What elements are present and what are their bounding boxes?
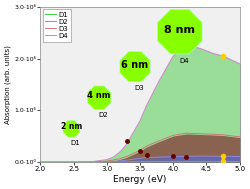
D3 [212,133,214,135]
Text: D3: D3 [134,85,144,91]
D1 [185,160,188,163]
Text: 8 nm: 8 nm [164,25,195,35]
D1 [39,161,42,163]
Line: D1: D1 [40,161,239,162]
D4 [198,47,201,49]
X-axis label: Energy (eV): Energy (eV) [113,175,167,184]
D3 [238,136,241,138]
Text: D4: D4 [179,58,189,64]
D3 [145,145,148,147]
Line: D3: D3 [40,133,239,162]
D2 [105,161,108,163]
D3 [66,161,68,163]
D4 [125,143,128,145]
Legend: D1, D2, D3, D4: D1, D2, D3, D4 [42,9,71,42]
D3 [158,139,162,142]
D3 [125,155,128,158]
D4 [39,161,42,163]
D4 [112,156,115,158]
D2 [39,161,42,163]
D1 [138,160,141,163]
D1 [145,160,148,163]
Polygon shape [63,120,80,137]
D3 [185,132,188,134]
D2 [212,155,214,157]
Text: D2: D2 [98,112,108,119]
D2 [198,155,201,157]
D1 [238,160,241,163]
D1 [79,161,82,163]
D4 [92,160,95,163]
D1 [212,160,214,163]
D3 [112,159,115,161]
D3 [79,161,82,163]
D2 [145,156,148,159]
D4 [185,45,188,47]
D1 [198,160,201,163]
D3 [39,161,42,163]
D3 [198,132,201,135]
D1 [105,161,108,163]
D4 [222,55,224,57]
D1 [92,161,95,163]
Polygon shape [120,52,150,82]
D4 [105,158,108,161]
D4 [66,161,68,163]
D1 [172,160,175,163]
D2 [222,155,224,157]
Text: D1: D1 [70,140,80,146]
D4 [172,55,175,57]
D2 [112,160,115,163]
D3 [222,134,224,136]
D4 [145,104,148,106]
D4 [212,52,214,55]
D1 [66,161,68,163]
D4 [118,151,122,153]
Line: D2: D2 [40,156,239,162]
D1 [118,161,122,163]
Polygon shape [88,86,111,109]
Text: 6 nm: 6 nm [122,60,148,70]
D4 [79,161,82,163]
D4 [158,78,162,81]
D3 [138,149,141,151]
D3 [92,161,95,163]
D3 [118,157,122,160]
Text: 4 nm: 4 nm [88,91,111,100]
D2 [118,160,122,162]
D2 [125,159,128,161]
D1 [125,161,128,163]
Line: D4: D4 [40,46,239,162]
D2 [66,161,68,163]
D3 [172,134,175,136]
D2 [138,157,141,160]
Y-axis label: Absorption (arb. units): Absorption (arb. units) [5,45,11,124]
D2 [172,156,175,158]
Text: 2 nm: 2 nm [61,122,82,131]
D2 [92,161,95,163]
D1 [112,161,115,163]
D2 [158,156,162,158]
D2 [185,155,188,157]
D1 [222,160,224,163]
D1 [158,160,162,163]
D2 [79,161,82,163]
D3 [105,160,108,162]
Polygon shape [158,9,202,54]
D4 [238,63,241,65]
D2 [238,155,241,158]
D4 [138,120,141,122]
